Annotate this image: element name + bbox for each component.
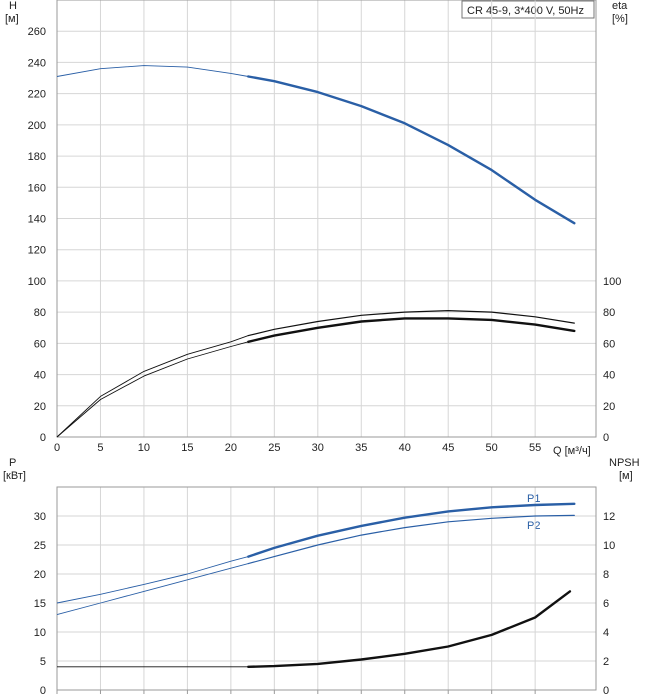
bottom-left-axis-unit: [кВт] <box>3 470 26 482</box>
bottom-y2-tick-label: 0 <box>603 685 609 697</box>
bottom-y-tick-label: 0 <box>40 685 46 697</box>
top-y2-tick-label: 60 <box>603 338 615 350</box>
bottom-y2-tick-label: 4 <box>603 627 609 639</box>
bottom-y-tick-label: 10 <box>34 627 46 639</box>
bottom-series-p2-thin-line <box>56 563 249 616</box>
top-y-tick-label: 140 <box>28 214 46 226</box>
top-plot-frame <box>56 0 597 438</box>
x-tick-label: 20 <box>225 442 237 454</box>
bottom-y2-tick-label: 6 <box>603 598 609 610</box>
chart-marks: 0 5 10 15 20 25 30 35 40 45 50 55020406080100120140… <box>28 0 621 697</box>
top-series-2-thin-line <box>56 341 249 438</box>
x-tick-label: 30 <box>312 442 324 454</box>
top-y-tick-label: 120 <box>28 245 46 257</box>
bottom-y2-tick-label: 8 <box>603 569 609 581</box>
x-tick-label: 10 <box>138 442 150 454</box>
top-y-tick-label: 260 <box>28 26 46 38</box>
bottom-y-tick-label: 15 <box>34 598 46 610</box>
top-y-tick-label: 180 <box>28 151 46 163</box>
x-tick-label: 40 <box>399 442 411 454</box>
top-y2-tick-label: 0 <box>603 432 609 444</box>
bottom-series-3-line <box>247 590 572 668</box>
x-tick-label: 15 <box>181 442 193 454</box>
top-y2-tick-label: 20 <box>603 401 615 413</box>
series-label-p1: P1 <box>527 493 540 505</box>
x-tick-label: 50 <box>486 442 498 454</box>
top-series-2-line <box>247 317 576 343</box>
legend-box-text: CR 45-9, 3*400 V, 50Hz <box>467 5 584 17</box>
x-tick-label: 5 <box>97 442 103 454</box>
top-series-1-thin-line <box>56 65 249 77</box>
bottom-series-p1-line <box>247 502 576 558</box>
top-series-1-line <box>247 75 576 225</box>
top-left-axis-title: H <box>9 0 17 12</box>
top-left-axis-unit: [м] <box>5 13 19 25</box>
top-y-tick-label: 100 <box>28 276 46 288</box>
bottom-series-p2-line <box>247 514 575 565</box>
top-right-axis-unit: [%] <box>612 13 628 25</box>
bottom-plot-frame <box>56 486 597 691</box>
top-y-tick-label: 40 <box>34 370 46 382</box>
x-tick-label: 0 <box>54 442 60 454</box>
x-tick-label: 25 <box>268 442 280 454</box>
top-y2-tick-label: 40 <box>603 370 615 382</box>
bottom-series-p1-thin-line <box>56 556 249 604</box>
top-y2-tick-label: 80 <box>603 307 615 319</box>
bottom-y-tick-label: 25 <box>34 540 46 552</box>
bottom-y-tick-label: 20 <box>34 569 46 581</box>
x-tick-label: 55 <box>529 442 541 454</box>
bottom-y-tick-label: 5 <box>40 656 46 668</box>
x-tick-label: 45 <box>442 442 454 454</box>
top-y-tick-label: 0 <box>40 432 46 444</box>
bottom-left-axis-title: P <box>9 457 16 469</box>
top-y-tick-label: 60 <box>34 338 46 350</box>
top-y-tick-label: 240 <box>28 57 46 69</box>
top-y-tick-label: 200 <box>28 120 46 132</box>
bottom-right-axis-unit: [м] <box>619 470 633 482</box>
top-series-3-line <box>247 310 575 337</box>
top-y2-tick-label: 100 <box>603 276 621 288</box>
top-y-tick-label: 220 <box>28 89 46 101</box>
top-series-3-thin-line <box>56 335 249 438</box>
top-y-tick-label: 80 <box>34 307 46 319</box>
top-right-axis-title: eta <box>612 0 628 12</box>
bottom-right-axis-title: NPSH <box>609 457 640 469</box>
top-y-tick-label: 20 <box>34 401 46 413</box>
bottom-y-tick-label: 30 <box>34 511 46 523</box>
top-y-tick-label: 160 <box>28 182 46 194</box>
bottom-y2-tick-label: 2 <box>603 656 609 668</box>
series-label-p2: P2 <box>527 520 540 532</box>
bottom-y2-tick-label: 12 <box>603 511 615 523</box>
bottom-y2-tick-label: 10 <box>603 540 615 552</box>
x-axis-unit: Q [м³/ч] <box>553 445 591 457</box>
legend-box <box>461 0 595 19</box>
x-tick-label: 35 <box>355 442 367 454</box>
